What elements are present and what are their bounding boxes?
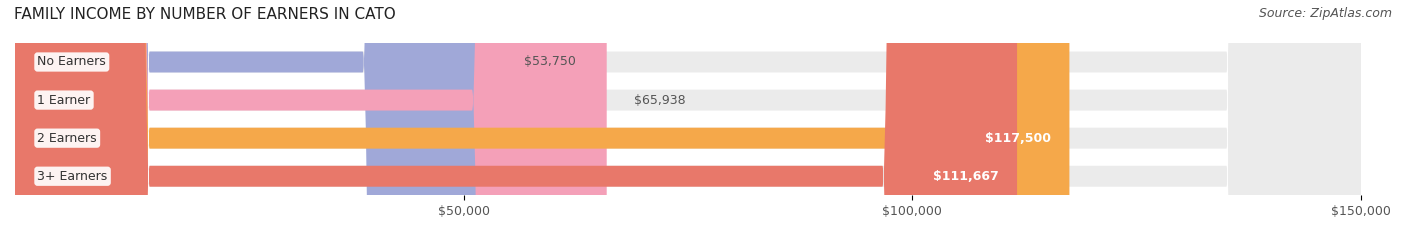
FancyBboxPatch shape (15, 0, 1361, 233)
FancyBboxPatch shape (15, 0, 607, 233)
Text: $53,750: $53,750 (524, 55, 576, 69)
FancyBboxPatch shape (15, 0, 1070, 233)
FancyBboxPatch shape (15, 0, 498, 233)
Text: Source: ZipAtlas.com: Source: ZipAtlas.com (1258, 7, 1392, 20)
FancyBboxPatch shape (15, 0, 1361, 233)
Text: $117,500: $117,500 (986, 132, 1052, 145)
FancyBboxPatch shape (15, 0, 1361, 233)
Text: 3+ Earners: 3+ Earners (38, 170, 108, 183)
FancyBboxPatch shape (15, 0, 1361, 233)
FancyBboxPatch shape (15, 0, 1017, 233)
Text: FAMILY INCOME BY NUMBER OF EARNERS IN CATO: FAMILY INCOME BY NUMBER OF EARNERS IN CA… (14, 7, 396, 22)
Text: 1 Earner: 1 Earner (38, 94, 90, 106)
Text: 2 Earners: 2 Earners (38, 132, 97, 145)
Text: $111,667: $111,667 (934, 170, 1000, 183)
Text: No Earners: No Earners (38, 55, 107, 69)
Text: $65,938: $65,938 (634, 94, 685, 106)
